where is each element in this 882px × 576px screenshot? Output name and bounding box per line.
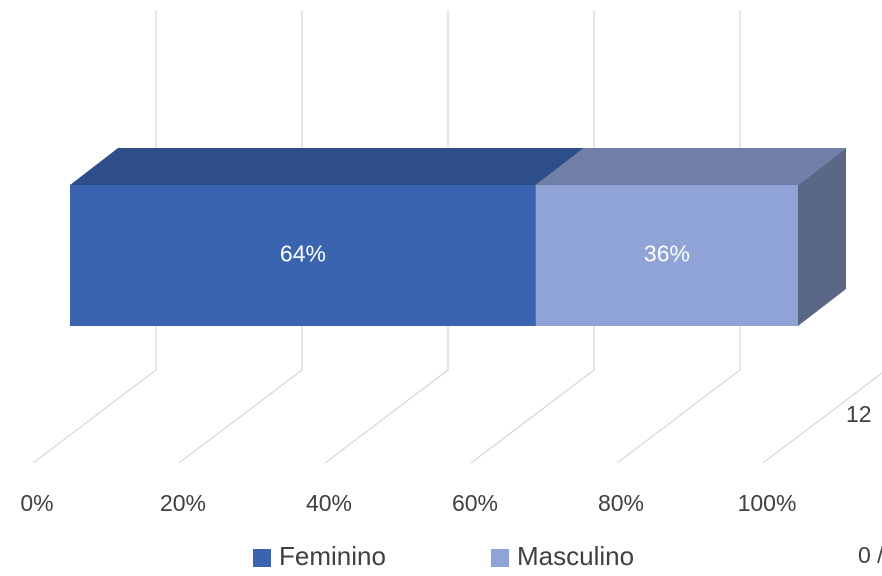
x-tick-label: 40% [306, 490, 352, 516]
x-tick-label: 0% [20, 490, 53, 516]
x-tick-label: 60% [452, 490, 498, 516]
data-label: 64% [280, 241, 326, 267]
grid-line [178, 10, 303, 464]
bar [70, 185, 536, 326]
data-label: 36% [644, 241, 690, 267]
grid-line [32, 10, 157, 464]
bar-top [70, 148, 584, 185]
legend-label: Feminino [279, 541, 386, 571]
grid-line [762, 372, 882, 464]
legend-label: Masculino [517, 541, 634, 571]
x-tick-label: 80% [598, 490, 644, 516]
grid-line [470, 10, 595, 464]
grid-line [616, 10, 741, 464]
bar [535, 185, 798, 326]
annotation: 0 / [858, 542, 882, 568]
grid-line [324, 10, 449, 464]
bar-top [535, 148, 846, 185]
legend-swatch [253, 549, 271, 567]
annotation: 12 [846, 401, 872, 427]
legend-swatch [491, 549, 509, 567]
bar-side [798, 148, 846, 326]
x-tick-label: 100% [738, 490, 797, 516]
x-tick-label: 20% [160, 490, 206, 516]
